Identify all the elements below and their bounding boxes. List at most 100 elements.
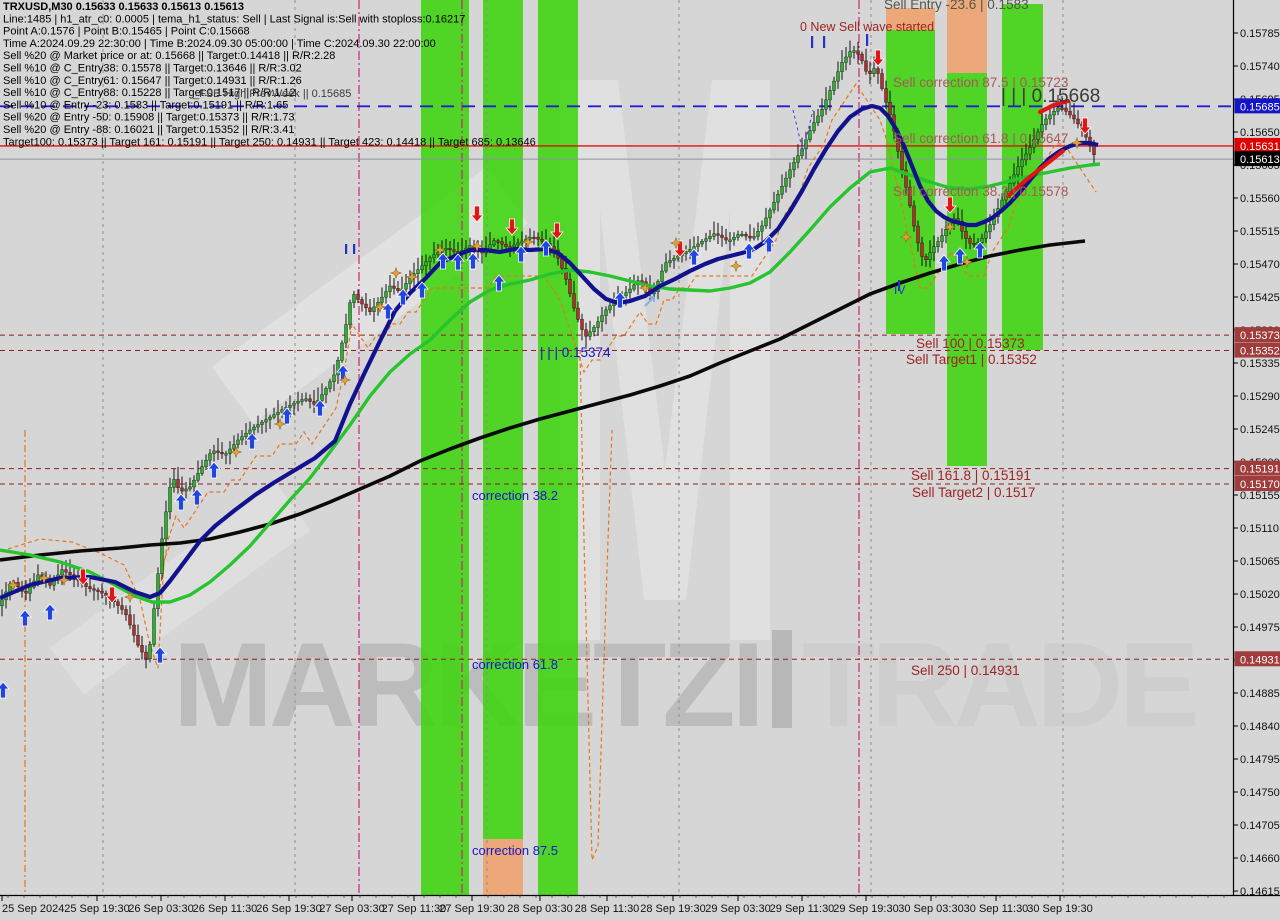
price-badge-value: 0.15613 (1240, 154, 1280, 166)
price-badge-value: 0.15170 (1240, 479, 1280, 491)
watermark-trade: TRADE (802, 618, 1195, 752)
price-tick-label: 0.15245 (1240, 424, 1280, 436)
sell-arrow-icon (673, 240, 687, 258)
chart-annotation: correction 38.2 (472, 488, 558, 503)
sell-arrow-icon (76, 568, 90, 586)
buy-arrow-icon (539, 239, 553, 257)
time-tick-label: 25 Sep 2024 (2, 903, 64, 915)
buy-arrow-icon (207, 461, 221, 479)
chart-annotation: Sell 161.8 | 0.15191 (911, 468, 1031, 483)
chart-annotation: Sell 100 | 0.15373 (916, 336, 1025, 351)
time-zone-orange (947, 0, 987, 73)
buy-arrow-icon (18, 609, 32, 627)
price-tick-label: 0.14660 (1240, 853, 1280, 865)
price-badge (1234, 137, 1280, 153)
buy-arrow-icon (937, 254, 951, 272)
time-tick-label: 28 Sep 11:30 (575, 903, 640, 915)
buy-arrow-icon (742, 242, 756, 260)
time-tick-label: 28 Sep 19:30 (640, 903, 705, 915)
time-tick-label: 27 Sep 11:30 (382, 903, 447, 915)
chart-annotation: 0 New Sell wave started (800, 20, 934, 34)
star-icon (729, 259, 743, 273)
watermark-separator (772, 630, 792, 728)
buy-arrow-icon (43, 603, 57, 621)
price-tick-label: 0.15740 (1240, 61, 1280, 73)
chart-annotations-layer: Sell Entry -23.6 | 0.1583 0 New Sell wave… (472, 0, 1100, 858)
info-panel: TRXUSD,M30 0.15633 0.15633 0.15613 0.156… (3, 1, 536, 148)
time-tick-label: 30 Sep 19:30 (1027, 903, 1092, 915)
price-badge (1234, 98, 1280, 114)
price-badge-value: 0.14931 (1240, 654, 1280, 666)
buy-arrow-icon (153, 646, 167, 664)
time-tick-label: 29 Sep 11:30 (770, 903, 835, 915)
price-badge-value: 0.15631 (1240, 141, 1280, 153)
time-tick-label: 25 Sep 19:30 (64, 903, 129, 915)
buy-arrow-icon (973, 241, 987, 259)
star-icon (521, 235, 535, 249)
ma-trend-red (1005, 148, 1066, 199)
price-tick-label: 0.15065 (1240, 556, 1280, 568)
background-watermark-shapes: MARKETZI TRADE (49, 80, 1199, 752)
price-badge (1234, 151, 1280, 167)
time-tick-label: 27 Sep 03:30 (319, 903, 384, 915)
wave-tick (823, 36, 826, 48)
price-tick-label: 0.15110 (1240, 523, 1279, 535)
sell-arrow-icon (1078, 117, 1092, 135)
price-badge (1234, 475, 1280, 491)
buy-arrow-icon (313, 399, 327, 417)
wave-tick (811, 36, 814, 48)
time-tick-label: 26 Sep 03:30 (128, 903, 193, 915)
price-tick-label: 0.15290 (1240, 391, 1280, 403)
sell-arrow-icon (943, 196, 957, 214)
atr-trail-lines (7, 82, 1097, 861)
wave-tick (898, 280, 901, 291)
star-icon (373, 300, 387, 314)
star-icon (433, 243, 447, 257)
buy-arrow-icon (280, 407, 294, 425)
chart-annotation: Sell Target2 | 0.1517 (912, 485, 1035, 500)
star-icon (123, 590, 137, 604)
buy-arrow-icon (436, 252, 450, 270)
price-tick-label: 0.15470 (1240, 259, 1280, 271)
price-tick-label: 0.14840 (1240, 721, 1280, 733)
price-level-lines (0, 105, 1233, 660)
star-icon (899, 230, 913, 244)
star-icon (229, 445, 243, 459)
price-badge (1234, 342, 1280, 358)
info-line: Target100: 0.15373 || Target 161: 0.1519… (3, 136, 536, 148)
sell-arrow-icon (470, 205, 484, 223)
star-icon (389, 266, 403, 280)
ma-green (0, 162, 1101, 604)
chart-annotation: Sell correction 61.8 | 0.15647 (893, 131, 1068, 146)
info-line: TRXUSD,M30 0.15633 0.15633 0.15613 0.156… (3, 1, 244, 13)
price-tick-label: 0.14885 (1240, 688, 1280, 700)
fsb-high-label: _FSB High PrevWeek || 0.15685 (192, 88, 351, 100)
info-line: Sell %10 @ Entry -23: 0.1583 || Target:0… (3, 99, 288, 111)
price-badge-value: 0.15685 (1240, 101, 1280, 113)
hollow-arrow-ne-icon (644, 296, 655, 307)
chart-annotation: Sell correction 38.2 | 0.15578 (893, 184, 1068, 199)
star-icon (338, 373, 352, 387)
time-zone-orange (483, 839, 523, 895)
buy-arrow-icon (245, 432, 259, 450)
buy-arrow-icon (0, 681, 10, 699)
time-zone-green (421, 0, 469, 895)
time-tick-label: 26 Sep 19:30 (256, 903, 321, 915)
buy-arrow-icon (174, 493, 188, 511)
time-tick-label: 29 Sep 19:30 (833, 903, 898, 915)
info-line: Point A:0.1576 | Point B:0.15465 | Point… (3, 26, 250, 38)
price-tick-label: 0.14705 (1240, 820, 1280, 832)
price-badge (1234, 327, 1280, 343)
sell-arrow-icon (550, 222, 564, 240)
time-zone-green (538, 0, 578, 895)
price-tick-label: 0.15155 (1240, 490, 1280, 502)
buy-arrow-icon (687, 248, 701, 266)
price-badge-value: 0.15373 (1240, 330, 1280, 342)
star-icon (1070, 136, 1084, 150)
fibonacci-time-zones (421, 0, 1043, 895)
chart-annotation: Sell 250 | 0.14931 (911, 663, 1020, 678)
chart-annotation: correction 87.5 (472, 843, 558, 858)
time-tick-label: 29 Sep 03:30 (705, 903, 770, 915)
